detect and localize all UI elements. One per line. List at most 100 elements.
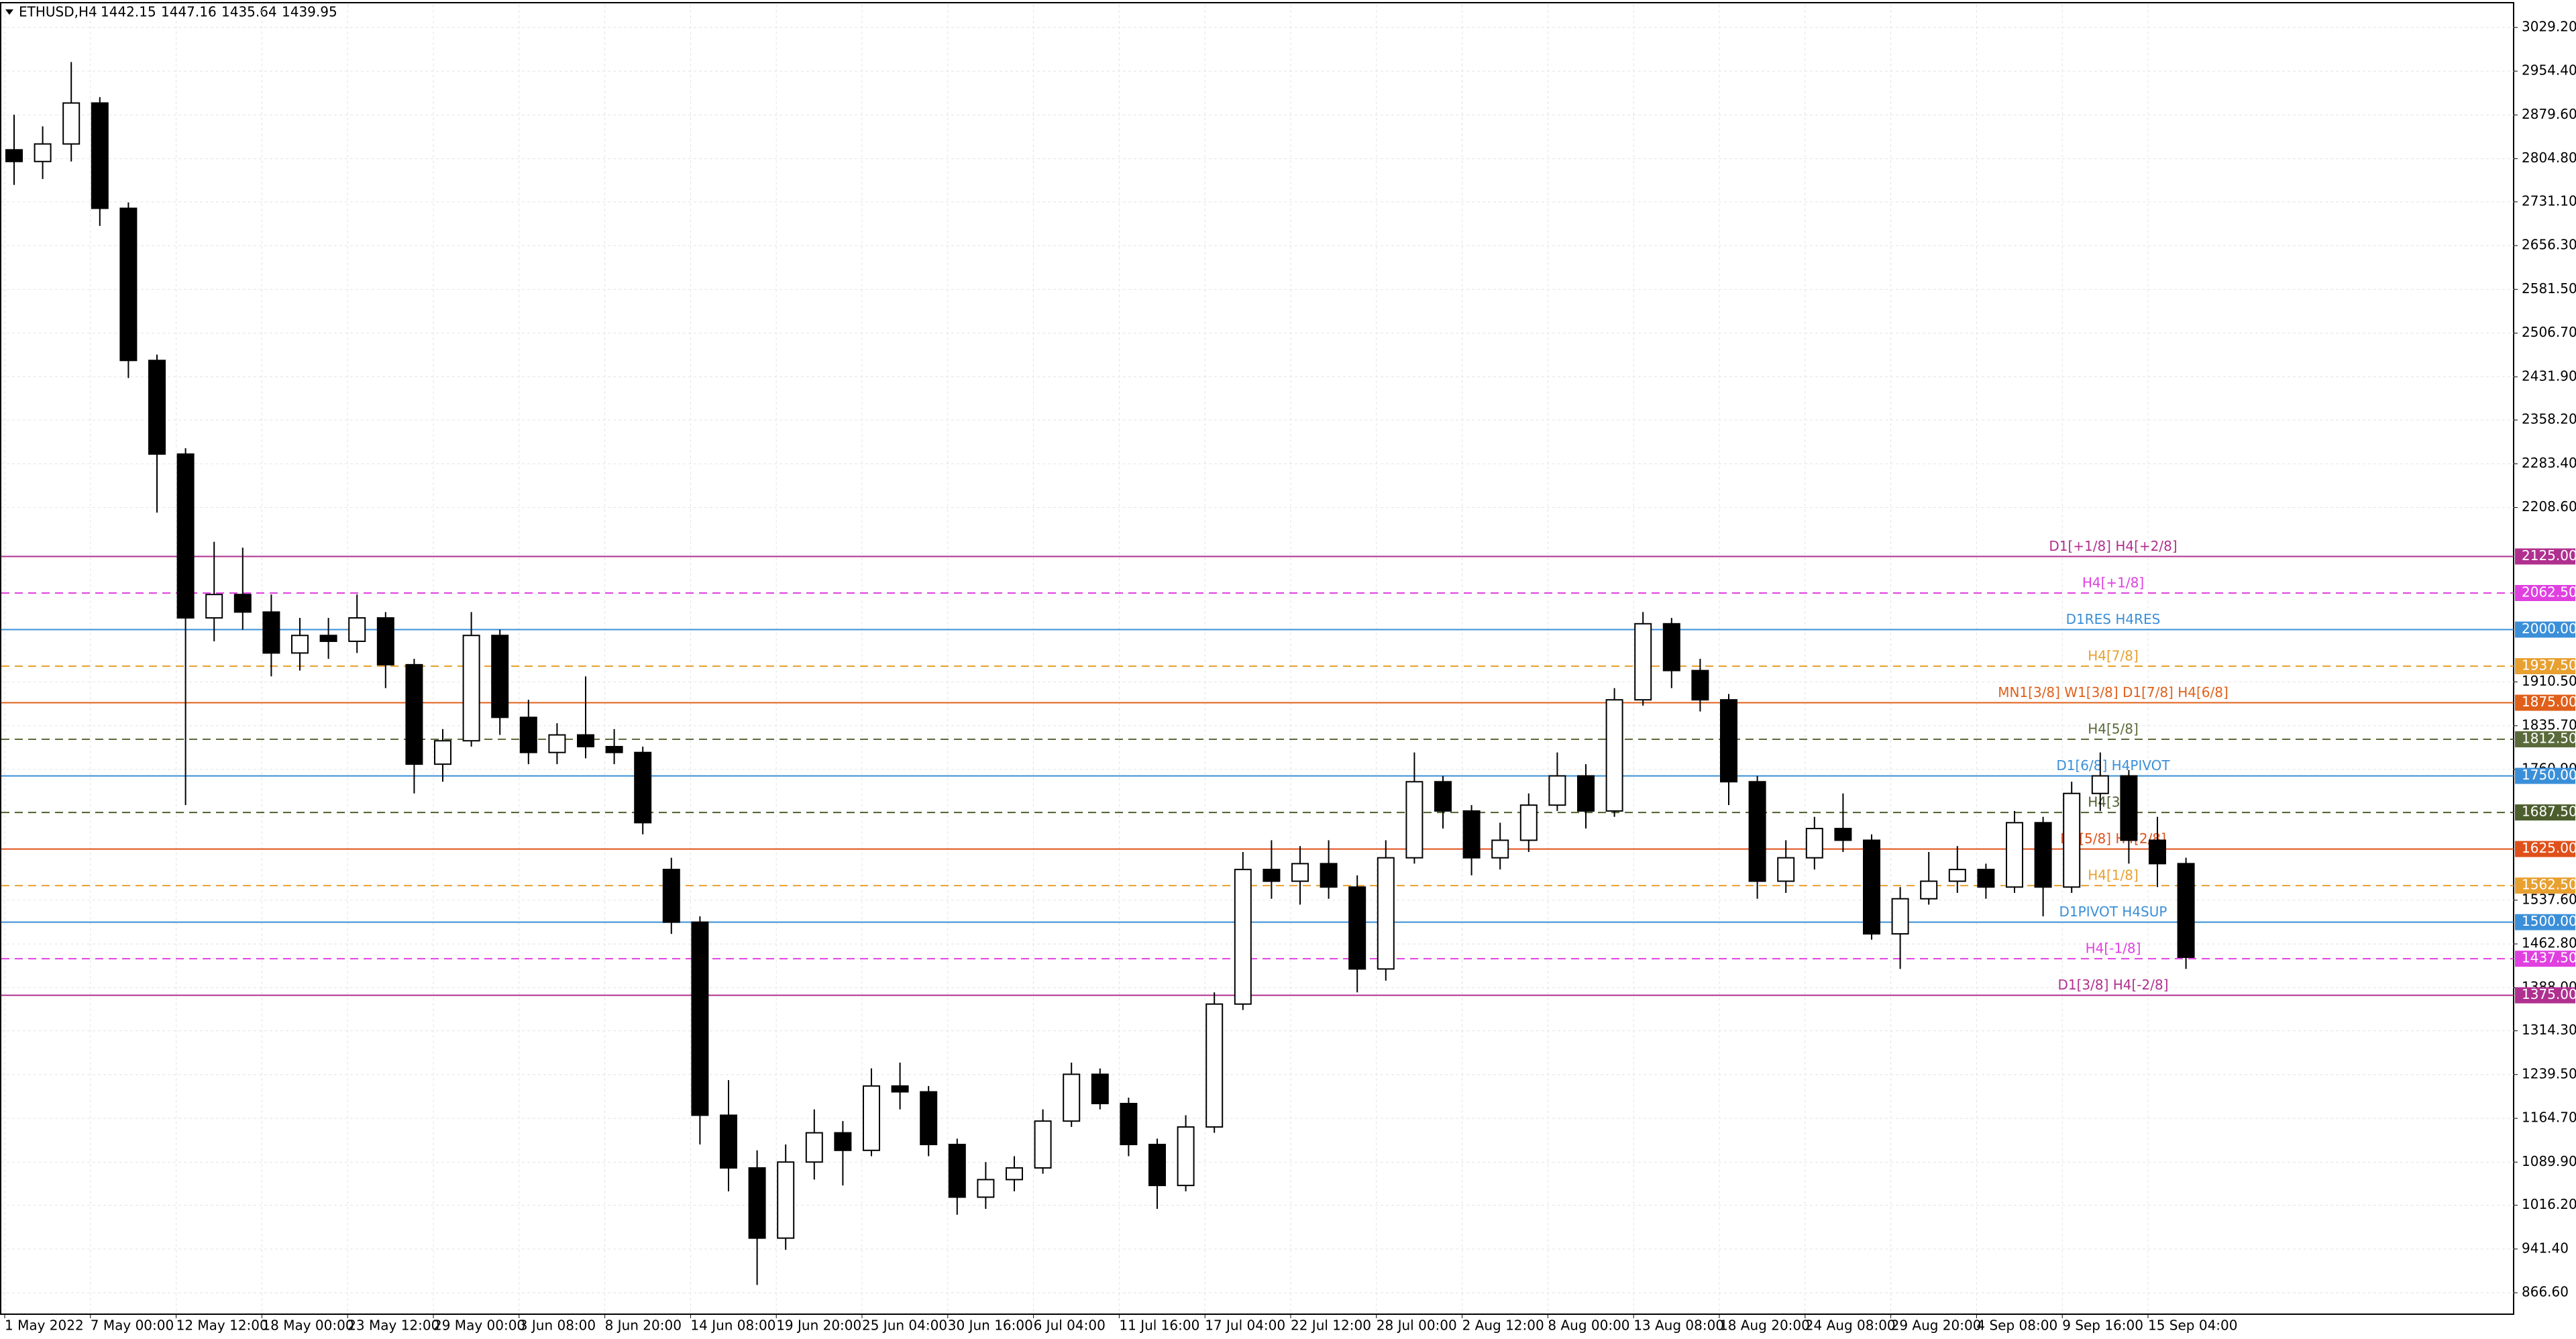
candle-body xyxy=(834,1132,852,1151)
candle-body xyxy=(1291,863,1309,882)
x-tick-label: 9 Sep 16:00 xyxy=(2062,1318,2143,1334)
price-box-label: 1562.50 xyxy=(2522,877,2576,893)
candle-body xyxy=(291,635,309,654)
candle-body xyxy=(1605,699,1623,812)
candle-body xyxy=(1006,1167,1023,1181)
candle-body xyxy=(1205,1003,1224,1128)
price-box-label: 2000.00 xyxy=(2522,621,2576,637)
y-tick-label: 1910.50 xyxy=(2522,673,2576,689)
candle-body xyxy=(376,617,394,665)
y-tick-label: 1239.50 xyxy=(2522,1065,2576,1081)
candle-body xyxy=(662,869,680,923)
level-label: D1PIVOT H4SUP xyxy=(2059,904,2167,920)
symbol: ETHUSD,H4 xyxy=(19,4,97,20)
candle-body xyxy=(2149,839,2166,865)
candle-body xyxy=(1462,810,1481,859)
candle-body xyxy=(1063,1073,1081,1122)
candle-body xyxy=(1805,828,1823,859)
x-tick-label: 23 May 12:00 xyxy=(347,1318,439,1334)
price-box-label: 1812.50 xyxy=(2522,731,2576,747)
y-tick-label: 1835.70 xyxy=(2522,716,2576,733)
x-tick-label: 24 Aug 08:00 xyxy=(1805,1318,1896,1334)
x-tick-label: 22 Jul 12:00 xyxy=(1291,1318,1371,1334)
y-tick-label: 1016.20 xyxy=(2522,1196,2576,1212)
y-tick-label: 3029.20 xyxy=(2522,18,2576,34)
candle-body xyxy=(1320,863,1338,888)
x-tick-label: 1 May 2022 xyxy=(5,1318,84,1334)
candle-body xyxy=(1034,1120,1052,1169)
x-tick-label: 29 May 00:00 xyxy=(433,1318,525,1334)
candle-body xyxy=(2091,775,2109,794)
candle-body xyxy=(91,102,109,209)
candle-body xyxy=(920,1091,938,1146)
candle-body xyxy=(405,663,423,765)
price-box-label: 1500.00 xyxy=(2522,913,2576,929)
candle-body xyxy=(1720,699,1737,783)
y-tick-label: 1462.80 xyxy=(2522,935,2576,951)
y-tick-label: 2283.40 xyxy=(2522,455,2576,471)
candle-body xyxy=(262,611,280,654)
candle-body xyxy=(1519,804,1538,841)
price-box-label: 1937.50 xyxy=(2522,657,2576,674)
candle-body xyxy=(2063,792,2081,888)
x-tick-label: 12 May 12:00 xyxy=(176,1318,268,1334)
candle-body xyxy=(720,1114,737,1169)
candle-body xyxy=(1834,828,1852,841)
level-label: MN1[3/8] W1[3/8] D1[7/8] H4[6/8] xyxy=(1998,684,2229,700)
price-box xyxy=(2515,987,2575,1004)
price-box xyxy=(2515,804,2575,821)
x-tick-label: 8 Aug 00:00 xyxy=(1548,1318,1629,1334)
x-tick-label: 29 Aug 20:00 xyxy=(1891,1318,1982,1334)
x-tick-label: 8 Jun 20:00 xyxy=(605,1318,682,1334)
candle-body xyxy=(1920,880,1938,900)
y-tick-label: 2656.30 xyxy=(2522,237,2576,253)
x-tick-label: 11 Jul 16:00 xyxy=(1119,1318,1199,1334)
candle-body xyxy=(1405,781,1424,859)
menu-arrow[interactable] xyxy=(5,9,13,15)
candle-body xyxy=(863,1085,880,1151)
level-label: D1[6/8] H4PIVOT xyxy=(2056,757,2170,773)
level-label: H4[-1/8] xyxy=(2086,941,2141,957)
price-box-label: 2125.00 xyxy=(2522,547,2576,564)
candle-body xyxy=(233,594,252,613)
price-box xyxy=(2515,731,2575,748)
header-value: 1442.15 xyxy=(101,4,156,20)
candle-body xyxy=(1691,670,1709,701)
candle-body xyxy=(777,1161,795,1239)
price-box xyxy=(2515,767,2575,784)
x-tick-label: 3 Jun 08:00 xyxy=(519,1318,596,1334)
y-tick-label: 1089.90 xyxy=(2522,1153,2576,1169)
y-tick-label: 2581.50 xyxy=(2522,280,2576,297)
candle-body xyxy=(1863,839,1880,935)
level-label: H4[7/8] xyxy=(2088,648,2139,664)
level-label: D1[+1/8] H4[+2/8] xyxy=(2049,538,2177,554)
candle-body xyxy=(491,635,509,718)
level-label: H4[5/8] xyxy=(2088,721,2139,737)
candle-body xyxy=(519,716,537,753)
y-tick-label: 941.40 xyxy=(2522,1240,2569,1256)
level-label: D1[3/8] H4[-2/8] xyxy=(2057,977,2168,993)
candle-body xyxy=(148,360,166,455)
candle-body xyxy=(1234,869,1252,1005)
x-tick-label: 13 Aug 08:00 xyxy=(1633,1318,1724,1334)
candle-body xyxy=(1491,839,1509,859)
candle-body xyxy=(1577,775,1595,812)
candle-body xyxy=(1662,623,1680,672)
x-tick-label: 17 Jul 04:00 xyxy=(1205,1318,1285,1334)
candle-body xyxy=(205,594,223,619)
price-box-label: 2062.50 xyxy=(2522,584,2576,600)
candle-body xyxy=(548,734,566,753)
candle-body xyxy=(176,453,195,619)
price-box xyxy=(2515,694,2575,711)
price-box xyxy=(2515,585,2575,602)
candle-body xyxy=(1091,1073,1109,1105)
y-tick-label: 866.60 xyxy=(2522,1284,2569,1300)
y-tick-label: 1164.70 xyxy=(2522,1110,2576,1126)
candle-body xyxy=(1148,1144,1166,1187)
x-tick-label: 7 May 00:00 xyxy=(91,1318,174,1334)
level-label: D1RES H4RES xyxy=(2066,611,2161,627)
y-tick-label: 2804.80 xyxy=(2522,150,2576,166)
candle-body xyxy=(948,1144,966,1198)
x-tick-label: 6 Jul 04:00 xyxy=(1034,1318,1106,1334)
x-tick-label: 30 Jun 16:00 xyxy=(948,1318,1033,1334)
